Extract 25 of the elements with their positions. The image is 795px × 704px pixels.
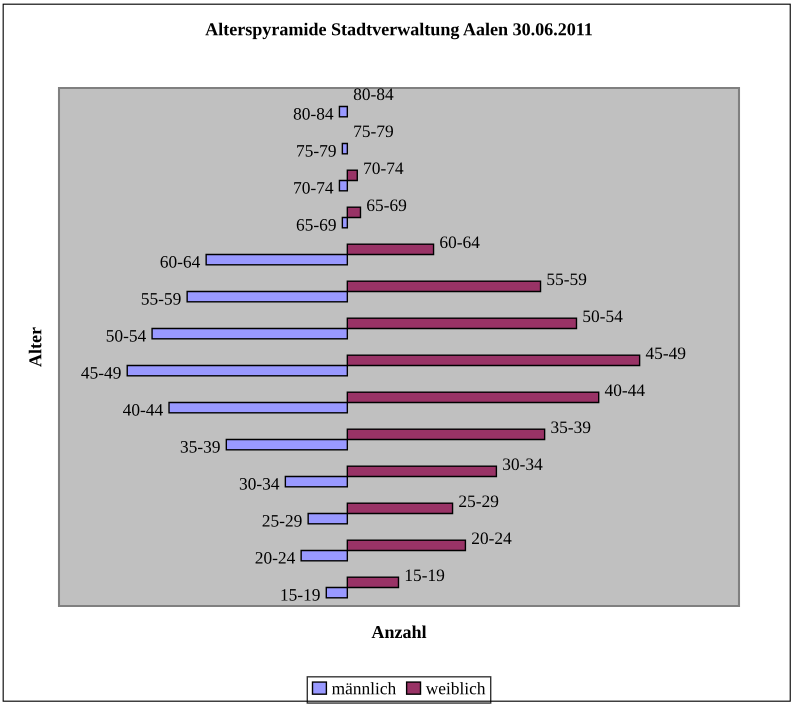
- y-tick-label: 65-69: [296, 219, 336, 231]
- category-label: 30-34: [503, 458, 542, 470]
- legend-label: weiblich: [426, 682, 486, 694]
- category-label: 35-39: [551, 421, 590, 434]
- category-label: 25-29: [459, 495, 498, 508]
- legend-label: männlich: [332, 682, 396, 694]
- category-label: 55-59: [547, 273, 586, 286]
- chart-title: Alterspyramide Stadtverwaltung Aalen 30.06.2011: [205, 22, 592, 40]
- category-label: 70-74: [364, 162, 404, 174]
- bar: [338, 106, 348, 118]
- category-label: 20-24: [472, 532, 512, 544]
- x-axis-title: Anzahl: [372, 625, 426, 638]
- category-label: 75-79: [354, 125, 393, 138]
- bar: [342, 142, 348, 155]
- y-tick-label: 80-84: [294, 108, 334, 120]
- category-label: 50-54: [583, 310, 623, 322]
- category-label: 40-44: [604, 384, 645, 396]
- category-label: 60-64: [440, 236, 480, 248]
- category-label: 45-49: [646, 347, 686, 360]
- y-tick-label: 75-79: [297, 145, 336, 157]
- category-label: 65-69: [367, 199, 406, 212]
- y-axis-title: Alter: [28, 327, 42, 367]
- y-tick-label: 70-74: [294, 182, 334, 194]
- category-label: 80-84: [354, 88, 394, 100]
- category-label: 15-19: [406, 569, 444, 582]
